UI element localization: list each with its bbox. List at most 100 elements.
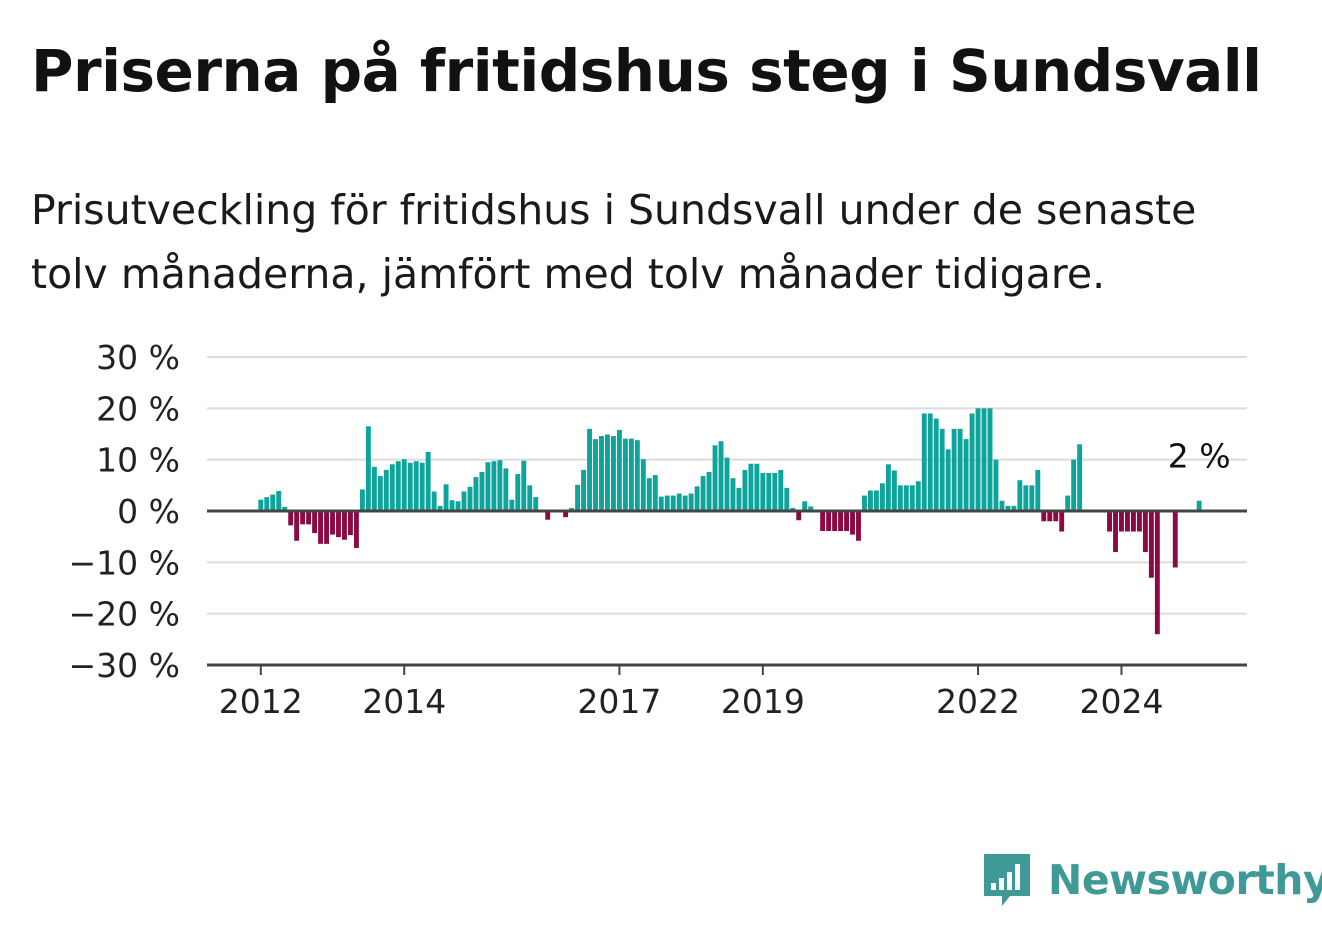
bar (467, 486, 473, 511)
bar (599, 436, 604, 511)
chart-subtitle: Prisutveckling för fritidshus i Sundsval… (31, 186, 1197, 298)
bar (802, 501, 808, 511)
bar (1017, 480, 1023, 511)
bar (276, 490, 282, 511)
x-axis-ticks: 2012 2014 2017 2019 2022 2024 (219, 665, 1163, 721)
bar (676, 493, 682, 511)
bar (1119, 511, 1124, 532)
bar (593, 439, 598, 511)
bar (521, 460, 527, 511)
bar (1107, 511, 1112, 532)
y-tick-label: 10 % (96, 441, 180, 480)
bar (921, 413, 927, 511)
bar (318, 511, 324, 544)
bar (569, 507, 575, 511)
bar (1029, 485, 1035, 511)
bar (1136, 511, 1142, 532)
bar (419, 462, 425, 511)
bar (927, 413, 933, 511)
bar (330, 511, 335, 535)
x-tick-label: 2012 (219, 682, 303, 721)
bar (425, 451, 431, 511)
bar (485, 462, 491, 511)
bar (969, 413, 975, 511)
bar (461, 491, 467, 511)
x-tick-label: 2022 (936, 682, 1020, 721)
x-tick-label: 2014 (362, 682, 446, 721)
bar (784, 487, 790, 511)
bars (258, 408, 1202, 635)
bar (294, 511, 300, 541)
bar (605, 434, 610, 511)
bar (766, 473, 772, 511)
bar (270, 494, 276, 511)
bar (288, 511, 294, 526)
bar (652, 475, 658, 511)
bar (862, 495, 867, 511)
bar (628, 438, 634, 511)
y-tick-label: −30 % (69, 646, 181, 685)
bar (473, 477, 479, 511)
bar (515, 474, 521, 511)
x-tick-label: 2024 (1079, 682, 1163, 721)
bar (730, 478, 736, 511)
bar (1011, 505, 1017, 511)
bar (915, 481, 921, 511)
bar (790, 507, 796, 511)
axes (207, 509, 1247, 667)
bar (1023, 485, 1029, 511)
bar (1071, 459, 1077, 511)
bar (581, 469, 586, 511)
bar (885, 464, 891, 511)
bar (850, 511, 855, 535)
bar (336, 511, 341, 538)
y-tick-label: 20 % (96, 389, 180, 428)
bar (1125, 511, 1130, 532)
bar (808, 506, 814, 511)
bar (951, 428, 957, 511)
bar (1041, 511, 1047, 522)
bar (431, 491, 437, 511)
bar (353, 511, 359, 548)
bar (873, 490, 879, 511)
bar (981, 408, 987, 511)
bar (407, 462, 413, 511)
bar (437, 505, 443, 511)
bar (933, 418, 939, 511)
bar (682, 495, 688, 511)
bar (724, 457, 730, 511)
bar (1142, 511, 1148, 553)
bar (694, 486, 700, 511)
bar (575, 484, 581, 511)
y-tick-label: −20 % (69, 595, 181, 634)
bar (377, 476, 383, 511)
bar (395, 461, 401, 511)
bar (306, 511, 312, 525)
bar (348, 511, 353, 536)
bar (1172, 511, 1178, 568)
bar (760, 473, 766, 511)
bar (957, 428, 963, 511)
bar (503, 468, 509, 511)
bar (1047, 511, 1053, 522)
bar (748, 463, 754, 511)
bar (324, 511, 329, 544)
y-tick-label: 0 % (117, 492, 180, 531)
bar (509, 499, 515, 511)
bar (700, 476, 706, 511)
bar (826, 511, 832, 532)
bar (736, 487, 742, 511)
bar (1130, 511, 1136, 532)
bar (1035, 469, 1041, 511)
brand-name: Newsworthy (1048, 856, 1322, 904)
bar (401, 459, 407, 511)
bar (879, 483, 885, 511)
y-tick-label: 30 % (96, 338, 180, 377)
bar (909, 485, 915, 511)
bar (383, 469, 389, 511)
bar (491, 461, 497, 511)
bar (640, 459, 646, 511)
bar (1154, 511, 1160, 635)
bar (975, 408, 981, 511)
bar (963, 439, 969, 511)
